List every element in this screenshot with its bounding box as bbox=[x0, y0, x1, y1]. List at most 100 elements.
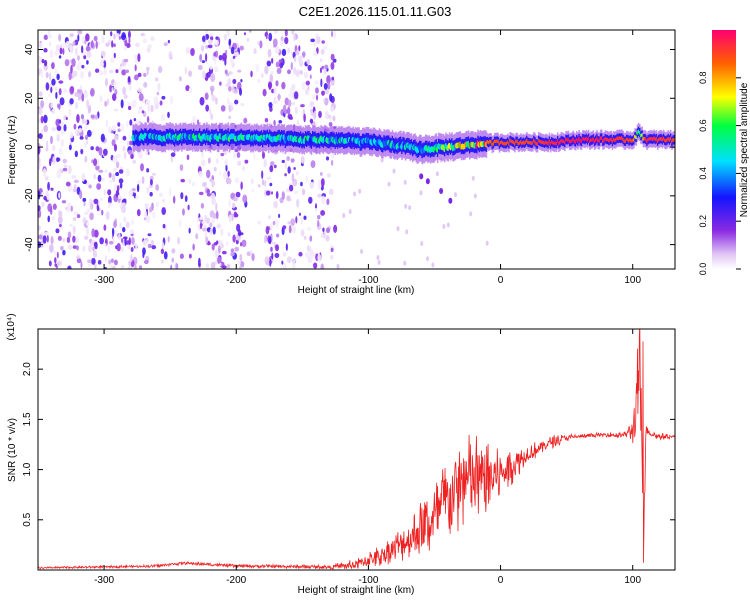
spectrogram-noise-cell bbox=[49, 243, 54, 253]
spectrogram-noise-cell bbox=[291, 83, 296, 90]
spectrogram-noise-cell bbox=[298, 55, 303, 65]
spectrogram-noise-cell bbox=[284, 161, 288, 170]
spectrogram-noise-cell bbox=[201, 35, 206, 42]
spectrogram-noise-cell bbox=[230, 105, 234, 111]
spectrogram-noise-cell bbox=[266, 60, 272, 67]
spectrogram-noise-cell bbox=[215, 97, 218, 105]
spectrogram-noise-cell bbox=[103, 224, 107, 231]
spectrogram-noise-cell bbox=[77, 30, 83, 35]
spectrogram-noise-cell bbox=[220, 105, 226, 112]
spectrogram-noise-cell bbox=[40, 240, 44, 248]
spectrogram-noise-cell bbox=[211, 179, 216, 188]
spectrogram-noise-cell bbox=[115, 161, 120, 169]
spectrogram-noise-cell bbox=[232, 78, 237, 84]
spectrogram-noise-cell bbox=[111, 93, 117, 101]
spectrogram-noise-cell bbox=[40, 128, 44, 135]
spectrogram-noise-cell bbox=[69, 131, 74, 139]
spectrogram-noise-cell bbox=[405, 229, 409, 235]
spectrogram-noise-cell bbox=[45, 176, 49, 181]
spectrogram-noise-cell bbox=[275, 233, 280, 238]
spectrogram-noise-cell bbox=[77, 61, 82, 71]
spectrogram-noise-cell bbox=[318, 110, 322, 119]
spectrogram-noise-cell bbox=[336, 263, 340, 269]
spectrogram-noise-cell bbox=[292, 258, 297, 263]
spectrogram-noise-cell bbox=[67, 165, 72, 174]
spectrogram-noise-cell bbox=[57, 235, 62, 241]
spectrogram-noise-cell bbox=[141, 110, 145, 114]
spectrogram-noise-cell bbox=[188, 70, 193, 77]
spectrogram-noise-cell bbox=[156, 91, 160, 96]
spectrogram-noise-cell bbox=[73, 184, 77, 191]
spectrogram-noise-cell bbox=[303, 71, 309, 79]
spectrogram-noise-cell bbox=[89, 202, 93, 210]
spectrogram-noise-cell bbox=[270, 161, 275, 166]
spectrogram-noise-cell bbox=[149, 206, 153, 213]
spectrogram-noise-cell bbox=[232, 202, 236, 209]
spectrogram-noise-cell bbox=[199, 96, 205, 106]
spectrogram-noise-cell bbox=[257, 184, 261, 188]
spectrogram-noise-cell bbox=[228, 38, 232, 45]
spectrogram-noise-cell bbox=[224, 69, 228, 75]
spectrogram-noise-cell bbox=[84, 134, 89, 141]
spectrogram-noise-cell bbox=[257, 41, 260, 45]
spectrogram-noise-cell bbox=[38, 146, 41, 155]
spectrogram-noise-cell bbox=[49, 206, 53, 215]
spectrogram-noise-cell bbox=[104, 100, 108, 107]
spectrogram-noise-cell bbox=[288, 225, 292, 234]
spectrogram-noise-cell bbox=[187, 204, 190, 211]
spectrogram-noise-cell bbox=[317, 253, 322, 263]
spectrogram-noise-cell bbox=[435, 171, 439, 177]
spectrogram-noise-cell bbox=[52, 144, 56, 152]
spectrogram-noise-cell bbox=[310, 249, 315, 258]
spectrogram-noise-cell bbox=[136, 183, 140, 193]
spectrogram-noise-cell bbox=[316, 36, 321, 45]
spectrogram-noise-cell bbox=[50, 236, 54, 245]
spectrogram-noise-cell bbox=[58, 88, 62, 96]
spectrogram-noise-cell bbox=[313, 50, 318, 57]
spectrogram-noise-cell bbox=[227, 232, 231, 237]
spectrogram-noise-cell bbox=[71, 174, 76, 180]
spectrogram-noise-cell bbox=[197, 119, 200, 126]
spectrogram-noise-cell bbox=[259, 40, 263, 49]
spectrogram-noise-cell bbox=[263, 158, 267, 168]
spectrogram-noise-cell bbox=[188, 178, 191, 185]
spectrogram-noise-cell bbox=[115, 69, 119, 74]
spectrogram-noise-cell bbox=[403, 179, 407, 185]
spectrogram-noise-cell bbox=[122, 145, 126, 152]
spectrogram-noise-cell bbox=[45, 190, 49, 197]
spectrogram-noise-cell bbox=[313, 262, 318, 269]
spectrogram-noise-cell bbox=[300, 181, 303, 187]
spectrogram-noise-cell bbox=[113, 108, 119, 112]
spectrogram-noise-cell bbox=[90, 114, 95, 119]
spectrogram-noise-cell bbox=[268, 215, 272, 220]
spectrogram-noise-cell bbox=[103, 60, 107, 69]
spectrogram-noise-cell bbox=[70, 64, 73, 74]
spectrogram-noise-cell bbox=[273, 119, 276, 126]
spectrogram-noise-cell bbox=[270, 246, 273, 252]
spectrogram-noise-cell bbox=[218, 239, 223, 247]
spectrogram-noise-cell bbox=[74, 236, 80, 244]
spectrogram-noise-cell bbox=[228, 198, 231, 208]
spectrogram-noise-cell bbox=[408, 205, 412, 211]
spectrogram-noise-cell bbox=[315, 94, 319, 101]
spectrogram-noise-cell bbox=[310, 108, 313, 113]
spectrogram-noise-cell bbox=[228, 214, 233, 223]
spectrogram-noise-cell bbox=[143, 259, 149, 265]
spectrogram-noise-cell bbox=[326, 227, 330, 234]
spectrogram-noise-cell bbox=[162, 223, 166, 229]
spectrogram-noise-cell bbox=[48, 260, 52, 267]
spectrogram-noise-cell bbox=[329, 244, 335, 249]
spectrogram-noise-cell bbox=[211, 243, 215, 251]
spectrogram-noise-cell bbox=[204, 92, 209, 101]
spectrogram-noise-cell bbox=[253, 48, 257, 55]
snr-y-tick-label: 1.0 bbox=[22, 462, 33, 476]
spectrogram-noise-cell bbox=[147, 243, 152, 249]
spectrogram-noise-cell bbox=[265, 226, 270, 235]
spectrogram-noise-cell bbox=[114, 134, 119, 141]
spectrogram-y-axis: -40 -20 0 20 40 bbox=[24, 44, 675, 252]
spectrogram-noise-cell bbox=[298, 212, 301, 216]
spectrogram-noise-cell bbox=[239, 253, 243, 262]
spectrogram-noise-cell bbox=[234, 51, 239, 57]
spectrogram-noise-cell bbox=[454, 192, 458, 198]
spectrogram-noise-cell bbox=[263, 235, 267, 244]
